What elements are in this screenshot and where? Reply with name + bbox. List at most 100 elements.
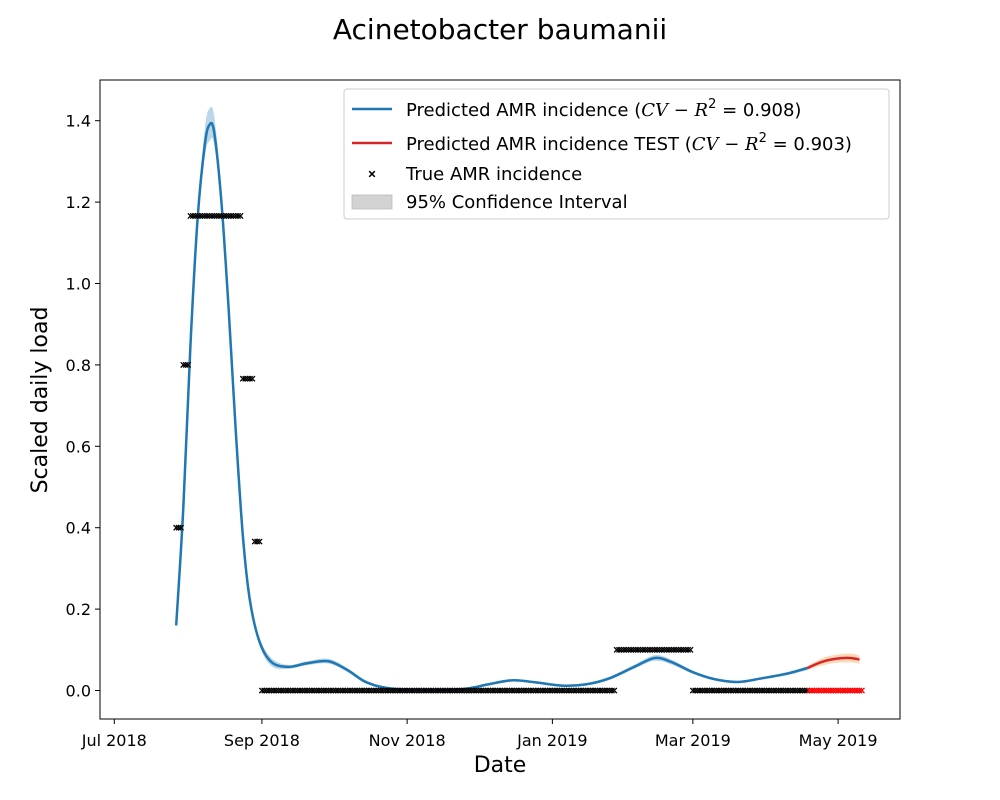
true-incidence-marker xyxy=(746,687,754,694)
true-incidence-marker xyxy=(380,687,387,694)
true-incidence-marker xyxy=(385,687,392,694)
true-incidence-marker xyxy=(537,687,544,694)
true-incidence-marker xyxy=(804,687,811,694)
true-incidence-marker xyxy=(470,687,477,694)
true-incidence-marker xyxy=(589,687,596,694)
true-incidence-marker xyxy=(544,687,551,694)
true-incidence-marker xyxy=(808,687,815,694)
true-incidence-marker xyxy=(682,646,689,653)
true-incidence-marker xyxy=(406,687,413,694)
true-incidence-marker xyxy=(832,687,839,694)
true-incidence-marker xyxy=(373,687,380,694)
true-incidence-marker xyxy=(513,687,520,694)
true-incidence-marker xyxy=(251,538,258,545)
true-incidence-marker xyxy=(425,687,432,694)
true-incidence-marker xyxy=(773,687,780,694)
true-incidence-marker xyxy=(282,687,289,694)
true-incidence-marker xyxy=(451,687,458,694)
true-incidence-marker xyxy=(675,646,682,653)
true-incidence-marker xyxy=(382,687,389,694)
true-incidence-marker xyxy=(785,687,792,694)
true-incidence-marker xyxy=(289,687,296,694)
y-axis-label: Scaled daily load xyxy=(28,307,53,494)
prediction-lines xyxy=(174,121,860,691)
true-incidence-marker xyxy=(642,646,649,653)
true-incidence-marker xyxy=(256,538,263,545)
true-incidence-marker xyxy=(215,212,223,219)
true-incidence-marker xyxy=(375,687,382,694)
true-incidence-marker xyxy=(549,687,556,694)
true-incidence-marker xyxy=(515,687,523,694)
true-incidence-marker xyxy=(325,687,332,694)
true-incidence-marker xyxy=(399,687,406,694)
true-incidence-marker xyxy=(539,687,546,694)
true-incidence-marker xyxy=(632,646,639,653)
true-incidence-marker xyxy=(301,687,308,694)
true-incidence-marker xyxy=(318,687,325,694)
true-incidence-marker xyxy=(508,687,515,694)
true-incidence-marker xyxy=(756,687,763,694)
true-incidence-marker xyxy=(294,687,301,694)
true-incidence-marker xyxy=(708,687,715,694)
true-incidence-marker xyxy=(268,687,275,694)
true-incidence-marker xyxy=(725,687,732,694)
true-incidence-marker xyxy=(732,687,739,694)
true-incidence-markers xyxy=(173,212,865,694)
x-axis: Jul 2018 Sep 2018 Nov 2018 Jan 2019 Mar 2019… xyxy=(81,719,878,750)
true-incidence-marker xyxy=(794,687,801,694)
true-incidence-marker xyxy=(542,687,549,694)
true-incidence-marker xyxy=(635,646,642,653)
true-incidence-marker xyxy=(368,687,375,694)
legend-frame xyxy=(343,88,890,220)
true-incidence-marker xyxy=(218,212,225,219)
true-incidence-marker xyxy=(237,212,244,219)
true-incidence-marker xyxy=(499,687,506,694)
true-incidence-marker xyxy=(699,687,706,694)
true-incidence-marker xyxy=(711,687,718,694)
true-incidence-marker xyxy=(649,646,656,653)
true-incidence-marker xyxy=(351,687,358,694)
true-incidence-marker xyxy=(654,646,661,653)
true-incidence-marker xyxy=(465,687,473,694)
true-incidence-marker xyxy=(856,687,863,694)
true-incidence-marker xyxy=(777,687,785,694)
true-incidence-marker xyxy=(206,212,213,219)
true-incidence-marker xyxy=(749,687,756,694)
y-axis: 0.0 0.2 0.4 0.6 0.8 1.0 1.2 1.4 xyxy=(66,112,100,701)
true-incidence-marker xyxy=(608,687,615,694)
true-incidence-marker xyxy=(763,687,770,694)
true-incidence-marker xyxy=(265,687,273,694)
true-incidence-marker xyxy=(661,646,668,653)
true-incidence-marker xyxy=(396,687,404,694)
true-incidence-marker xyxy=(620,646,627,653)
true-incidence-marker xyxy=(573,687,580,694)
true-incidence-marker xyxy=(344,687,351,694)
true-incidence-marker xyxy=(842,687,849,694)
true-incidence-marker xyxy=(518,687,525,694)
true-incidence-marker xyxy=(561,687,568,694)
true-incidence-marker xyxy=(799,687,806,694)
true-incidence-marker xyxy=(644,646,651,653)
true-incidence-marker xyxy=(404,687,411,694)
true-incidence-marker xyxy=(261,687,268,694)
legend-label-test: Predicted AMR incidence TEST (CV − R2 = … xyxy=(406,131,852,155)
true-incidence-marker xyxy=(244,375,251,382)
true-incidence-marker xyxy=(525,687,532,694)
true-incidence-marker xyxy=(323,687,330,694)
true-incidence-marker xyxy=(835,687,842,694)
true-incidence-marker xyxy=(596,687,604,694)
legend-swatch-true xyxy=(368,170,376,178)
true-incidence-marker xyxy=(485,687,492,694)
y-tick-label: 1.0 xyxy=(66,275,91,294)
true-incidence-marker xyxy=(527,687,535,694)
true-incidence-marker xyxy=(337,687,344,694)
true-incidence-marker xyxy=(730,687,737,694)
true-incidence-marker xyxy=(496,687,504,694)
true-incidence-marker xyxy=(742,687,749,694)
true-incidence-marker xyxy=(751,687,758,694)
true-incidence-marker xyxy=(182,361,189,368)
true-incidence-marker xyxy=(768,687,775,694)
true-incidence-marker xyxy=(577,687,585,694)
true-incidence-marker xyxy=(430,687,437,694)
true-incidence-marker xyxy=(837,687,844,694)
